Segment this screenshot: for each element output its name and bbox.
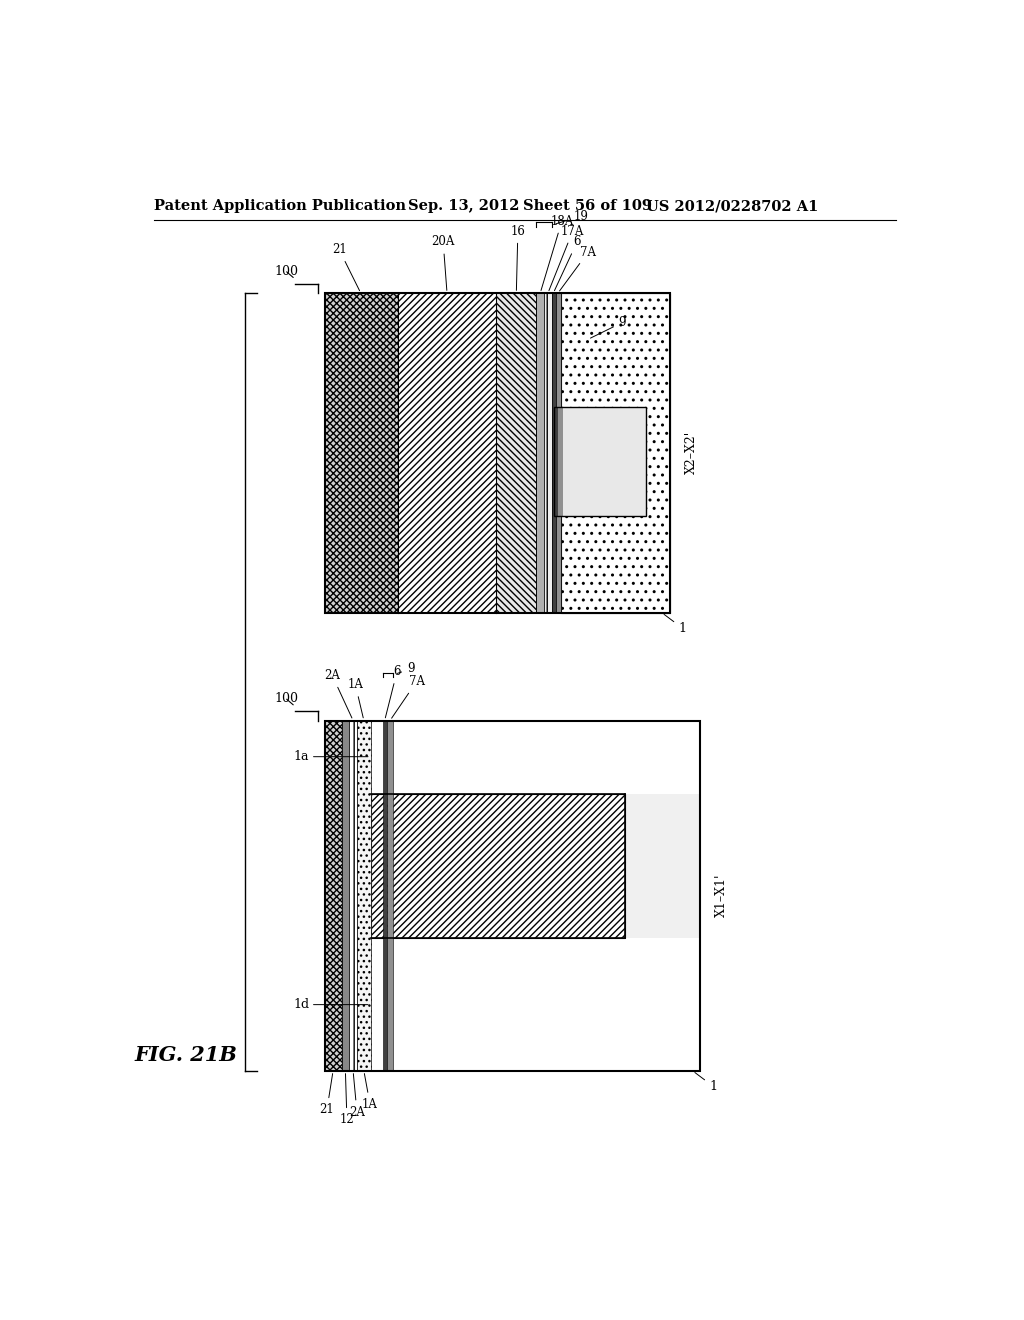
- Bar: [554, 407, 558, 516]
- Bar: [537, 293, 544, 612]
- Text: 18A: 18A: [541, 215, 573, 290]
- Text: US 2012/0228702 A1: US 2012/0228702 A1: [646, 199, 819, 213]
- Bar: [325, 721, 342, 1071]
- Text: 19: 19: [556, 210, 588, 224]
- Text: 17A: 17A: [549, 224, 585, 290]
- Text: 9: 9: [591, 315, 627, 338]
- Bar: [497, 293, 537, 612]
- Bar: [558, 407, 562, 516]
- Bar: [554, 407, 646, 516]
- Text: 20A: 20A: [431, 235, 455, 290]
- Text: 1d: 1d: [293, 998, 309, 1011]
- Text: Sheet 56 of 109: Sheet 56 of 109: [523, 199, 652, 213]
- Text: 1: 1: [665, 614, 687, 635]
- Bar: [325, 293, 397, 612]
- Text: 9: 9: [397, 663, 415, 676]
- Text: 21: 21: [319, 1073, 334, 1117]
- Bar: [561, 293, 670, 612]
- Text: FIG. 21B: FIG. 21B: [134, 1045, 238, 1065]
- Bar: [371, 721, 700, 793]
- Bar: [371, 939, 700, 1071]
- Text: 100: 100: [274, 265, 298, 279]
- Bar: [554, 407, 646, 516]
- Text: X2–X2': X2–X2': [685, 430, 697, 474]
- Text: 2A: 2A: [349, 1073, 365, 1118]
- Bar: [342, 721, 349, 1071]
- Text: 7A: 7A: [559, 246, 596, 290]
- Text: 1: 1: [695, 1073, 718, 1093]
- Text: 1A: 1A: [362, 1073, 378, 1111]
- Bar: [556, 293, 561, 612]
- Text: 100: 100: [274, 693, 298, 705]
- Bar: [357, 721, 371, 1071]
- Text: Sep. 13, 2012: Sep. 13, 2012: [408, 199, 519, 213]
- Bar: [325, 293, 670, 612]
- Bar: [325, 721, 700, 1071]
- Bar: [397, 293, 497, 612]
- Text: 16: 16: [510, 224, 525, 290]
- Bar: [387, 721, 393, 1071]
- Text: 2A: 2A: [325, 669, 352, 718]
- Text: X1–X1': X1–X1': [716, 874, 728, 917]
- Bar: [554, 407, 646, 516]
- Bar: [349, 721, 357, 1071]
- Bar: [383, 721, 387, 1071]
- Bar: [371, 721, 700, 1071]
- Text: 12: 12: [340, 1073, 354, 1126]
- Text: 1a: 1a: [294, 750, 309, 763]
- Bar: [544, 293, 552, 612]
- Text: 21: 21: [332, 243, 359, 290]
- Text: 1A: 1A: [347, 678, 364, 718]
- Text: 7A: 7A: [391, 675, 425, 718]
- Text: 6: 6: [385, 665, 400, 718]
- Bar: [552, 293, 556, 612]
- Text: Patent Application Publication: Patent Application Publication: [154, 199, 406, 213]
- Bar: [371, 793, 625, 939]
- Text: 6: 6: [554, 235, 581, 290]
